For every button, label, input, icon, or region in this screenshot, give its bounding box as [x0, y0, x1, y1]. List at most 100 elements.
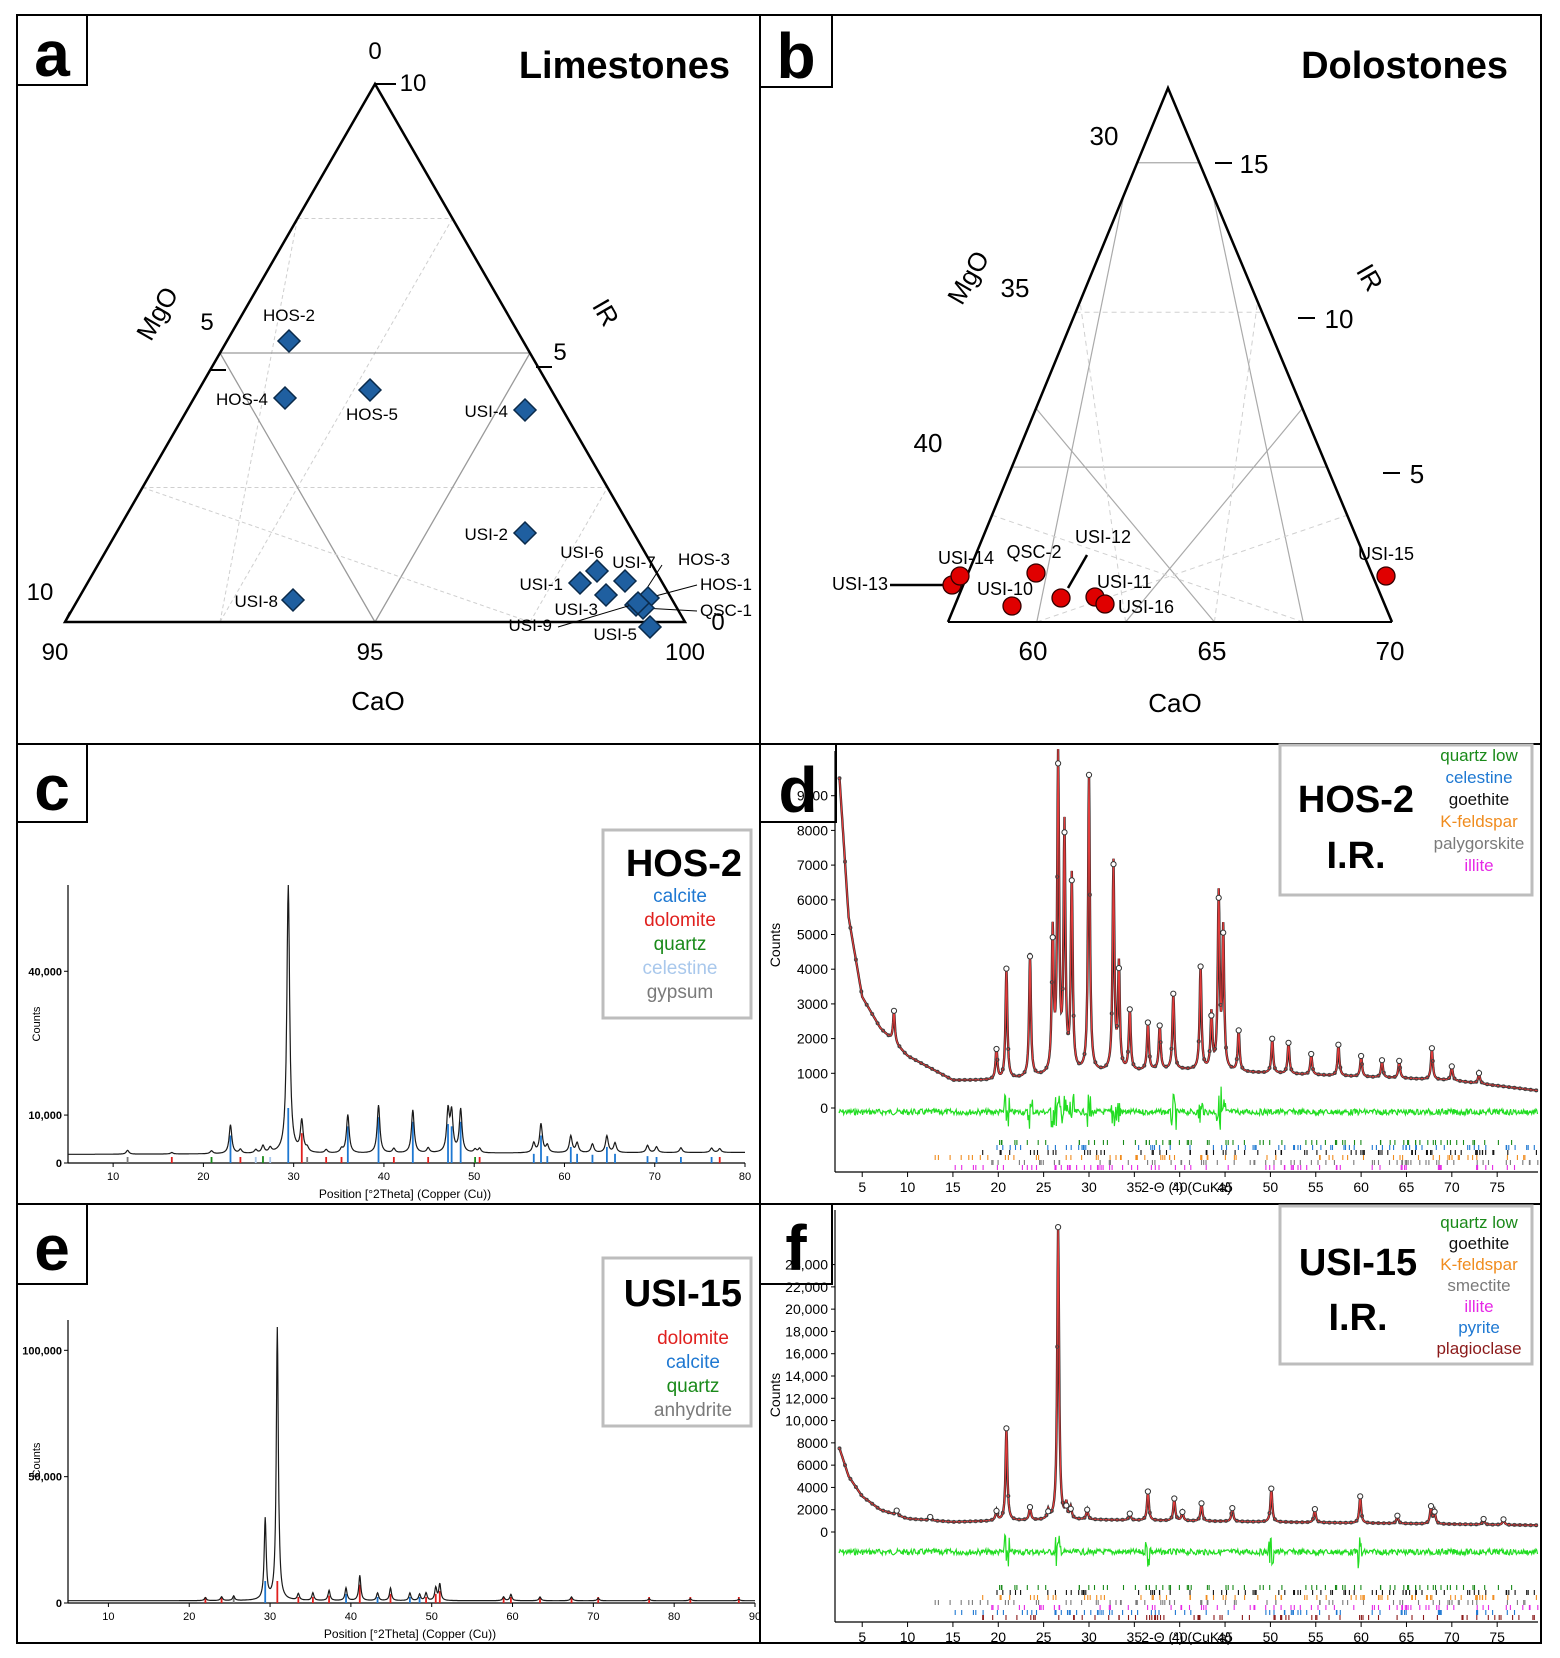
plot-area: 5 10 15 20 25 30 35 40 45 50 55 60 65 70 75 0 1000 2000 30… [767, 749, 1539, 1195]
x-tick-label: 40 [345, 1611, 357, 1623]
data-point [1095, 594, 1115, 614]
observed-point [1071, 1514, 1076, 1519]
peak-marker [1003, 965, 1010, 972]
observed-point [1289, 1067, 1294, 1072]
peak-marker [1431, 1508, 1438, 1515]
observed-point [848, 925, 853, 930]
leader-line [1066, 554, 1089, 589]
ternary-points: USI-13 USI-14 QSC-2 USI-10 USI-12 USI-11 USI-1… [832, 527, 1414, 617]
plot-area: 5 10 15 20 25 30 35 40 45 50 55 60 65 70 75 0 2000 4000 60… [767, 1210, 1539, 1645]
observed-point [1169, 1515, 1174, 1520]
x-tick-label: 5 [858, 1179, 866, 1195]
observed-point [1234, 1057, 1239, 1062]
observed-point [897, 1513, 902, 1518]
peak-marker [1171, 1495, 1178, 1502]
observed-point [1256, 1070, 1261, 1075]
observed-point [1305, 1070, 1310, 1075]
y-tick-label: 40,000 [28, 966, 62, 978]
ternary-outline [946, 84, 1394, 623]
tick-ir-10: 10 [1325, 304, 1354, 334]
tick-cao-65: 65 [1198, 636, 1227, 666]
observed-point [1191, 1064, 1196, 1069]
ternary-points: HOS-2 HOS-4 HOS-5 USI-4 USI-2 USI-8 USI-6 USI-7… [216, 306, 752, 644]
grid-line [1125, 408, 1303, 623]
observed-point [881, 1508, 886, 1513]
observed-point [1224, 1518, 1229, 1523]
peak-marker [993, 1507, 1000, 1515]
observed-point [1262, 1070, 1267, 1075]
data-point [567, 570, 593, 596]
y-axis-title: Counts [31, 1442, 43, 1477]
ternary-ticks [64, 83, 552, 623]
observed-point [1338, 1065, 1343, 1070]
peak-marker [1026, 953, 1034, 960]
y-tick-label: 0 [820, 1100, 828, 1116]
y-tick-label: 0 [56, 1598, 62, 1610]
peak-marker [927, 1513, 934, 1521]
x-tick-label: 60 [1353, 1629, 1369, 1645]
peak-marker [1085, 771, 1093, 779]
y-tick-label: 7000 [797, 857, 828, 873]
sample-name: USI-15 [1299, 1242, 1417, 1284]
observed-point [1158, 1518, 1163, 1523]
difference-line [838, 1532, 1539, 1569]
panel-e-label-box [16, 1203, 88, 1285]
grid-line [1036, 514, 1348, 623]
grid-line [219, 218, 453, 623]
peak-marker [1311, 1506, 1319, 1513]
observed-point [1202, 1057, 1207, 1062]
panel-c-xrd: c HOS-2 calcite dolomite quartz celestine gy… [16, 743, 753, 1201]
observed-point [984, 1518, 989, 1523]
y-tick-label: 6000 [797, 1457, 828, 1473]
peak-marker [1126, 1006, 1133, 1013]
observed-point [1354, 1518, 1359, 1523]
peak-marker [1026, 1504, 1034, 1511]
observed-point [1343, 1073, 1348, 1078]
x-axis-title: 2-Θ (°) (CuKa) [1141, 1179, 1231, 1195]
difference-line [838, 1086, 1539, 1130]
panel-b-title: Dolostones [1301, 45, 1508, 87]
observed-point [1376, 1073, 1381, 1078]
panel-f-xrd: f USI-15 I.R. quartz low goethite K-feldsp… [759, 1203, 1539, 1645]
panel-b-letter: b [776, 20, 815, 92]
observed-point [1409, 1521, 1414, 1526]
observed-point [1534, 1088, 1539, 1093]
peak-marker [1067, 1505, 1074, 1512]
observed-point [1349, 1073, 1354, 1078]
x-tick-label: 15 [945, 1179, 961, 1195]
y-tick-label: 2000 [797, 1031, 828, 1047]
y-tick-label: 0 [820, 1524, 828, 1540]
peak-marker [1055, 760, 1062, 767]
observed-point [1370, 1074, 1375, 1079]
tick-ir-0: 0 [711, 609, 724, 636]
observed-point [1463, 1079, 1468, 1084]
observed-point [1354, 1073, 1359, 1078]
y-tick-label: 1000 [797, 1065, 828, 1081]
observed-point [1033, 1068, 1038, 1073]
observed-point [1370, 1521, 1375, 1526]
observed-point [1011, 1073, 1016, 1078]
observed-point [957, 1519, 962, 1524]
x-tick-label: 90 [749, 1611, 761, 1623]
observed-point [1196, 1516, 1201, 1521]
x-tick-label: 30 [264, 1611, 276, 1623]
observed-point [1490, 1083, 1495, 1088]
observed-point [1207, 1049, 1212, 1054]
observed-point [1267, 1066, 1272, 1071]
x-tick-label: 45 [1217, 1179, 1233, 1195]
panel-d-xrd: d HOS-2 I.R. quartz low celestine goethite… [759, 743, 1539, 1195]
tick-mgo-10: 10 [27, 579, 54, 606]
observed-point [968, 1077, 973, 1082]
data-point [584, 558, 610, 584]
observed-point [1011, 1516, 1016, 1521]
x-tick-label: 30 [1081, 1179, 1097, 1195]
data-point [625, 590, 651, 616]
y-tick-label: 14,000 [785, 1368, 828, 1384]
observed-point [1414, 1076, 1419, 1081]
observed-point [1191, 1518, 1196, 1523]
observed-point [908, 1055, 913, 1060]
observed-point [1131, 1062, 1136, 1067]
observed-point [881, 1028, 886, 1033]
observed-point [1240, 1065, 1245, 1070]
